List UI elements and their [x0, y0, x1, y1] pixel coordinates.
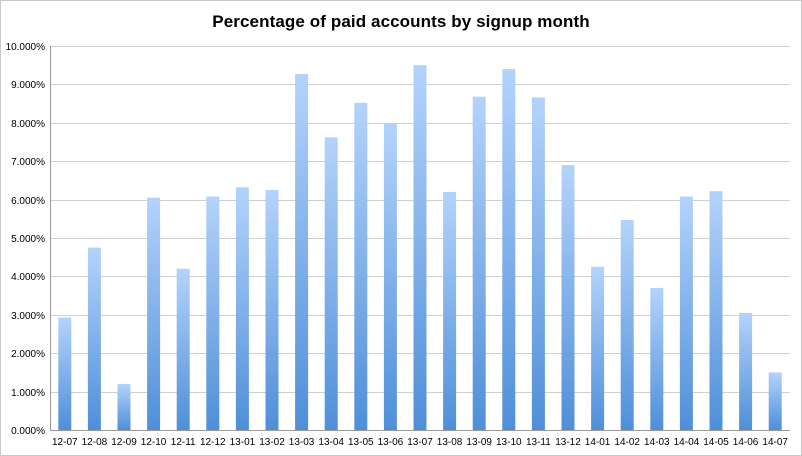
x-tick-label: 12-12 — [200, 437, 226, 448]
y-tick-label: 0.000% — [11, 426, 45, 437]
bar-13-02 — [265, 190, 279, 430]
x-tick-label: 13-09 — [466, 437, 492, 448]
bar-13-12 — [561, 165, 575, 431]
bar-12-12 — [206, 196, 220, 430]
y-tick-label: 8.000% — [11, 119, 45, 130]
bars — [58, 65, 782, 431]
axes — [50, 46, 790, 431]
x-tick-label: 13-06 — [378, 437, 404, 448]
bar-14-03 — [650, 287, 664, 430]
y-tick-label: 6.000% — [11, 196, 45, 207]
x-tick-label: 14-04 — [674, 437, 700, 448]
x-tick-label: 13-03 — [289, 437, 315, 448]
y-tick-label: 10.000% — [6, 42, 46, 53]
bar-13-10 — [502, 69, 516, 430]
y-tick-label: 5.000% — [11, 234, 45, 245]
x-tick-label: 14-01 — [585, 437, 611, 448]
bar-13-03 — [295, 74, 309, 430]
x-tick-label: 14-05 — [703, 437, 729, 448]
x-tick-label: 14-07 — [762, 437, 788, 448]
bar-13-01 — [235, 187, 249, 430]
bar-14-06 — [739, 312, 753, 430]
bar-12-11 — [176, 268, 190, 430]
x-tick-label: 13-08 — [437, 437, 463, 448]
bar-13-07 — [413, 65, 427, 430]
bar-14-07 — [768, 372, 782, 430]
x-tick-label: 13-02 — [259, 437, 285, 448]
bar-12-09 — [117, 383, 131, 430]
y-tick-label: 4.000% — [11, 272, 45, 283]
bar-13-04 — [324, 137, 338, 430]
y-tick-label: 2.000% — [11, 349, 45, 360]
x-tick-label: 13-05 — [348, 437, 374, 448]
x-tick-label: 12-08 — [82, 437, 108, 448]
bar-13-05 — [354, 102, 368, 430]
y-tick-labels: 0.000% 1.000% 2.000% 3.000% 4.000% 5.000% 6.00… — [6, 42, 46, 437]
x-tick-label: 12-07 — [52, 437, 78, 448]
x-tick-label: 13-12 — [555, 437, 581, 448]
bar-13-09 — [472, 96, 486, 430]
x-tick-label: 13-01 — [230, 437, 256, 448]
x-tick-label: 14-06 — [733, 437, 759, 448]
x-tick-label: 12-09 — [111, 437, 137, 448]
x-tick-label: 13-07 — [407, 437, 433, 448]
bar-14-02 — [620, 219, 634, 430]
bar-14-01 — [591, 266, 605, 430]
x-tick-label: 13-10 — [496, 437, 522, 448]
y-tick-label: 7.000% — [11, 157, 45, 168]
x-tick-label: 13-04 — [318, 437, 344, 448]
x-tick-label: 14-03 — [644, 437, 670, 448]
x-tick-label: 12-10 — [141, 437, 167, 448]
bar-14-04 — [679, 196, 693, 430]
bar-13-11 — [531, 97, 545, 431]
bar-13-08 — [443, 191, 457, 430]
chart-title: Percentage of paid accounts by signup mo… — [212, 12, 590, 31]
bar-12-10 — [147, 197, 161, 430]
y-tick-label: 9.000% — [11, 80, 45, 91]
bar-13-06 — [383, 123, 397, 430]
bar-12-08 — [87, 247, 101, 430]
bar-12-07 — [58, 317, 72, 430]
y-tick-label: 1.000% — [11, 388, 45, 399]
x-tick-label: 13-11 — [526, 437, 551, 448]
x-tick-label: 14-02 — [614, 437, 640, 448]
y-tick-label: 3.000% — [11, 311, 45, 322]
x-tick-label: 12-11 — [171, 437, 196, 448]
bar-14-05 — [709, 191, 723, 430]
x-tick-labels: 12-07 12-08 12-09 12-10 12-11 12-12 13-01 13-02… — [52, 437, 788, 448]
